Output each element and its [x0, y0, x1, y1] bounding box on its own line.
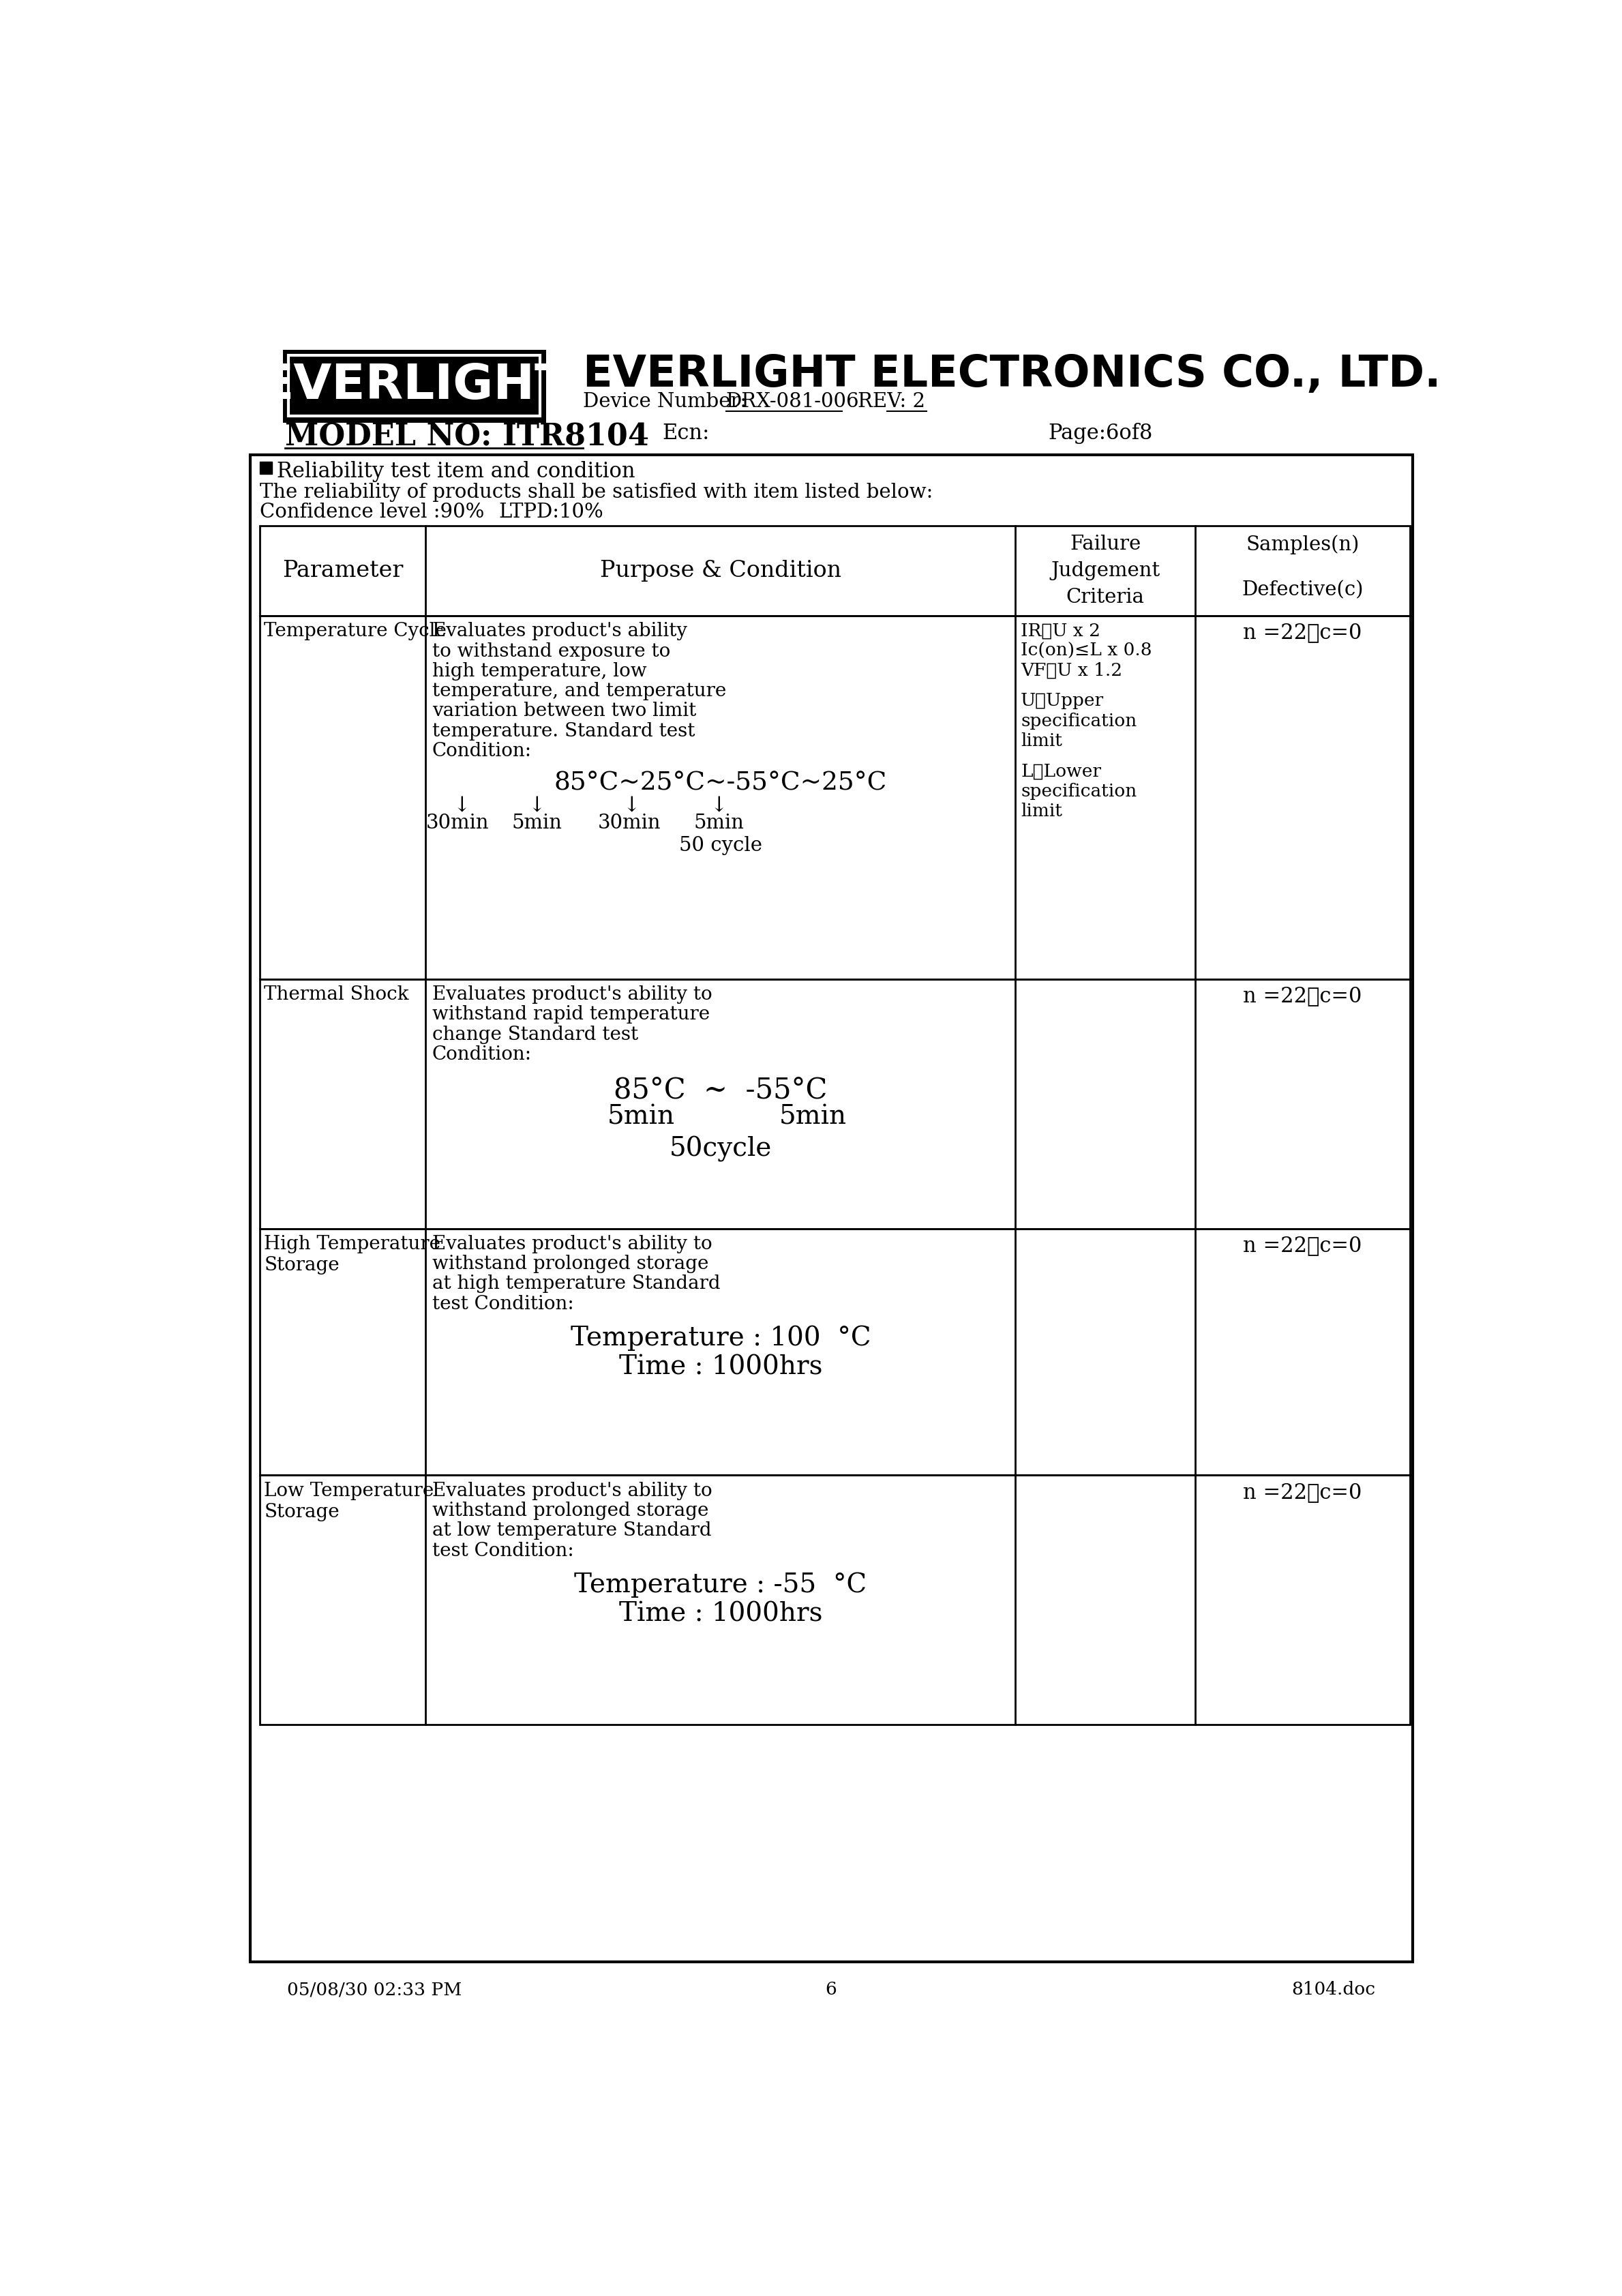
Text: Time : 1000hrs: Time : 1000hrs — [620, 1355, 822, 1380]
Text: LTPD:10%: LTPD:10% — [498, 503, 603, 521]
Text: test Condition:: test Condition: — [431, 1295, 574, 1313]
Text: Condition:: Condition: — [431, 742, 532, 760]
Text: Parameter: Parameter — [282, 560, 404, 581]
Text: 6: 6 — [826, 1981, 837, 1998]
Text: Reliability test item and condition: Reliability test item and condition — [277, 461, 636, 482]
Text: Device Number:: Device Number: — [584, 393, 753, 411]
Text: limit: limit — [1020, 804, 1062, 820]
Text: 5min: 5min — [608, 1104, 675, 1130]
Text: limit: limit — [1020, 732, 1062, 748]
Text: n =22，c=0: n =22，c=0 — [1242, 1481, 1362, 1504]
Text: Condition:: Condition: — [431, 1045, 532, 1063]
Text: high temperature, low: high temperature, low — [431, 661, 647, 680]
Text: REV: 2: REV: 2 — [858, 393, 926, 411]
Text: DRX-081-006: DRX-081-006 — [727, 393, 860, 411]
Text: ↓: ↓ — [710, 794, 728, 817]
Text: withstand rapid temperature: withstand rapid temperature — [431, 1006, 710, 1024]
Text: Defective(c): Defective(c) — [1242, 581, 1364, 599]
Text: Storage: Storage — [264, 1502, 339, 1520]
Text: High Temperature: High Temperature — [264, 1235, 441, 1254]
Text: Thermal Shock: Thermal Shock — [264, 985, 409, 1003]
Text: Ecn:: Ecn: — [662, 422, 710, 443]
Bar — [260, 526, 1410, 615]
Bar — [284, 351, 543, 420]
Bar — [260, 1476, 1410, 1724]
Text: specification: specification — [1020, 712, 1137, 730]
Text: 30min: 30min — [427, 813, 488, 833]
Text: at high temperature Standard: at high temperature Standard — [431, 1274, 720, 1293]
Text: Page:6of8: Page:6of8 — [1048, 422, 1153, 443]
Text: test Condition:: test Condition: — [431, 1541, 574, 1559]
Text: L：Lower: L：Lower — [1020, 762, 1101, 781]
Text: Confidence level :90%: Confidence level :90% — [260, 503, 485, 521]
Text: ↓: ↓ — [529, 794, 545, 817]
Text: 8104.doc: 8104.doc — [1291, 1981, 1375, 1998]
Text: withstand prolonged storage: withstand prolonged storage — [431, 1502, 709, 1520]
Bar — [260, 978, 1410, 1228]
Text: 05/08/30 02:33 PM: 05/08/30 02:33 PM — [287, 1981, 462, 1998]
Text: Failure
Judgement
Criteria: Failure Judgement Criteria — [1051, 535, 1160, 606]
Text: 85°C~25°C~-55°C~25°C: 85°C~25°C~-55°C~25°C — [555, 771, 887, 797]
Text: change Standard test: change Standard test — [431, 1026, 637, 1045]
Text: ↓: ↓ — [453, 794, 470, 817]
Text: 30min: 30min — [597, 813, 660, 833]
Text: withstand prolonged storage: withstand prolonged storage — [431, 1256, 709, 1274]
Text: Temperature : -55  °C: Temperature : -55 °C — [574, 1573, 866, 1598]
Text: Ic(on)≤L x 0.8: Ic(on)≤L x 0.8 — [1020, 643, 1152, 659]
Text: temperature, and temperature: temperature, and temperature — [431, 682, 727, 700]
Text: EVERLIGHT ELECTRONICS CO., LTD.: EVERLIGHT ELECTRONICS CO., LTD. — [584, 354, 1442, 395]
Text: n =22，c=0: n =22，c=0 — [1242, 622, 1362, 643]
Text: Temperature Cycle: Temperature Cycle — [264, 622, 446, 641]
Bar — [260, 461, 272, 473]
Text: Purpose & Condition: Purpose & Condition — [600, 560, 842, 581]
Text: The reliability of products shall be satisfied with item listed below:: The reliability of products shall be sat… — [260, 482, 933, 503]
Text: Time : 1000hrs: Time : 1000hrs — [620, 1600, 822, 1626]
Text: 5min: 5min — [779, 1104, 847, 1130]
Text: U：Upper: U：Upper — [1020, 693, 1105, 709]
Text: MODEL NO: ITR8104: MODEL NO: ITR8104 — [284, 422, 649, 452]
Text: IR≧U x 2: IR≧U x 2 — [1020, 622, 1100, 638]
Bar — [260, 1228, 1410, 1476]
Text: Temperature : 100  °C: Temperature : 100 °C — [571, 1325, 871, 1350]
Text: temperature. Standard test: temperature. Standard test — [431, 721, 694, 739]
Bar — [289, 356, 540, 416]
Text: to withstand exposure to: to withstand exposure to — [431, 643, 670, 661]
Text: n =22，c=0: n =22，c=0 — [1242, 1235, 1362, 1256]
Text: 85°C  ~  -55°C: 85°C ~ -55°C — [613, 1077, 827, 1104]
Bar — [260, 615, 1410, 978]
Text: Samples(n): Samples(n) — [1246, 535, 1359, 556]
Text: Evaluates product's ability to: Evaluates product's ability to — [431, 985, 712, 1003]
Text: Evaluates product's ability to: Evaluates product's ability to — [431, 1235, 712, 1254]
Text: n =22，c=0: n =22，c=0 — [1242, 985, 1362, 1006]
Bar — [250, 455, 1413, 1963]
Text: at low temperature Standard: at low temperature Standard — [431, 1522, 712, 1541]
Text: variation between two limit: variation between two limit — [431, 703, 696, 721]
Text: ↓: ↓ — [623, 794, 641, 817]
Text: 50cycle: 50cycle — [670, 1137, 772, 1162]
Text: Evaluates product's ability to: Evaluates product's ability to — [431, 1481, 712, 1499]
Text: Low Temperature: Low Temperature — [264, 1481, 435, 1499]
Text: 5min: 5min — [511, 813, 561, 833]
Text: 5min: 5min — [694, 813, 744, 833]
Text: EVERLIGHT: EVERLIGHT — [260, 363, 568, 409]
Text: Storage: Storage — [264, 1256, 339, 1274]
Text: Evaluates product's ability: Evaluates product's ability — [431, 622, 688, 641]
Text: specification: specification — [1020, 783, 1137, 799]
Text: VF≧U x 1.2: VF≧U x 1.2 — [1020, 661, 1122, 680]
Text: 50 cycle: 50 cycle — [680, 836, 762, 854]
